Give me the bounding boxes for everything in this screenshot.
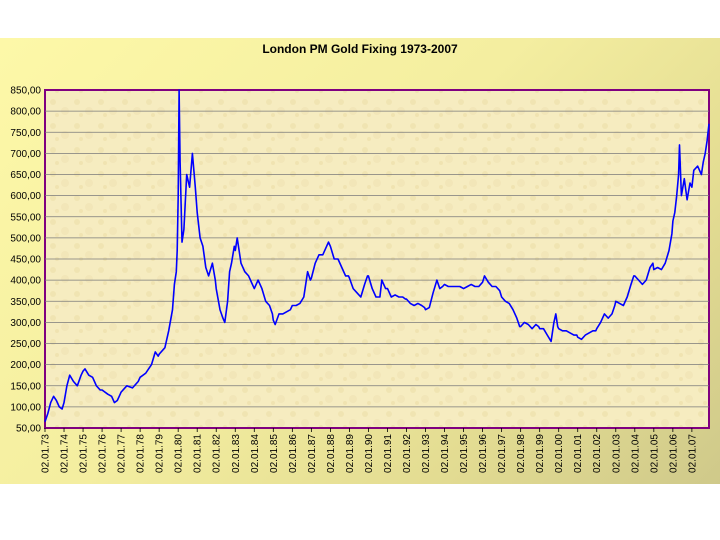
y-tick-label: 100,00	[10, 402, 41, 413]
x-tick-label: 02.01.05	[649, 434, 660, 473]
y-tick-label: 250,00	[10, 339, 41, 350]
gridlines	[45, 110, 709, 408]
y-tick-label: 600,00	[10, 191, 41, 202]
y-tick-label: 750,00	[10, 128, 41, 139]
x-tick-label: 02.01.99	[535, 434, 546, 473]
y-tick-label: 50,00	[16, 424, 41, 435]
x-tick-label: 02.01.93	[421, 434, 432, 473]
x-tick-label: 02.01.89	[345, 434, 356, 473]
x-tick-label: 02.01.98	[516, 434, 527, 473]
x-tick-label: 02.01.03	[611, 434, 622, 473]
x-tick-label: 02.01.85	[269, 434, 280, 473]
x-tick-label: 02.01.78	[136, 434, 147, 473]
y-axis: 50,00 100,00 150,00 200,00 250,00 300,00 350,0…	[10, 86, 41, 435]
y-tick-label: 850,00	[10, 86, 41, 97]
x-tick-label: 02.01.87	[307, 434, 318, 473]
y-tick-label: 450,00	[10, 255, 41, 266]
x-tick-label: 02.01.81	[193, 434, 204, 473]
x-tick-label: 02.01.97	[497, 434, 508, 473]
x-tick-label: 02.01.76	[98, 434, 109, 473]
x-tick-label: 02.01.92	[402, 434, 413, 473]
y-tick-label: 650,00	[10, 170, 41, 181]
x-tick-label: 02.01.83	[231, 434, 242, 473]
x-axis: 02.01.73 02.01.74 02.01.75 02.01.76 02.01.77…	[41, 428, 698, 473]
x-tick-label: 02.01.88	[326, 434, 337, 473]
x-tick-label: 02.01.06	[668, 434, 679, 473]
x-tick-label: 02.01.82	[212, 434, 223, 473]
y-tick-label: 300,00	[10, 318, 41, 329]
x-tick-label: 02.01.95	[459, 434, 470, 473]
y-tick-label: 700,00	[10, 149, 41, 160]
y-tick-label: 800,00	[10, 107, 41, 118]
x-tick-label: 02.01.96	[478, 434, 489, 473]
y-tick-label: 550,00	[10, 212, 41, 223]
x-tick-label: 02.01.86	[288, 434, 299, 473]
y-tick-label: 500,00	[10, 233, 41, 244]
x-tick-label: 02.01.07	[687, 434, 698, 473]
x-tick-label: 02.01.04	[630, 434, 641, 473]
y-tick-label: 350,00	[10, 297, 41, 308]
x-tick-label: 02.01.90	[364, 434, 375, 473]
x-tick-label: 02.01.73	[41, 434, 52, 473]
series-line	[44, 89, 710, 422]
x-tick-label: 02.01.02	[592, 434, 603, 473]
x-tick-label: 02.01.91	[383, 434, 394, 473]
x-tick-label: 02.01.94	[440, 434, 451, 473]
y-tick-label: 150,00	[10, 381, 41, 392]
x-tick-label: 02.01.75	[79, 434, 90, 473]
x-tick-label: 02.01.84	[250, 434, 261, 473]
chart-title: London PM Gold Fixing 1973-2007	[262, 42, 458, 56]
y-tick-label: 400,00	[10, 276, 41, 287]
x-tick-label: 02.01.77	[117, 434, 128, 473]
x-tick-label: 02.01.00	[554, 434, 565, 473]
x-tick-label: 02.01.01	[573, 434, 584, 473]
series-group	[44, 89, 710, 422]
x-tick-label: 02.01.80	[174, 434, 185, 473]
x-tick-label: 02.01.79	[155, 434, 166, 473]
y-tick-label: 200,00	[10, 360, 41, 371]
x-tick-label: 02.01.74	[60, 434, 71, 473]
